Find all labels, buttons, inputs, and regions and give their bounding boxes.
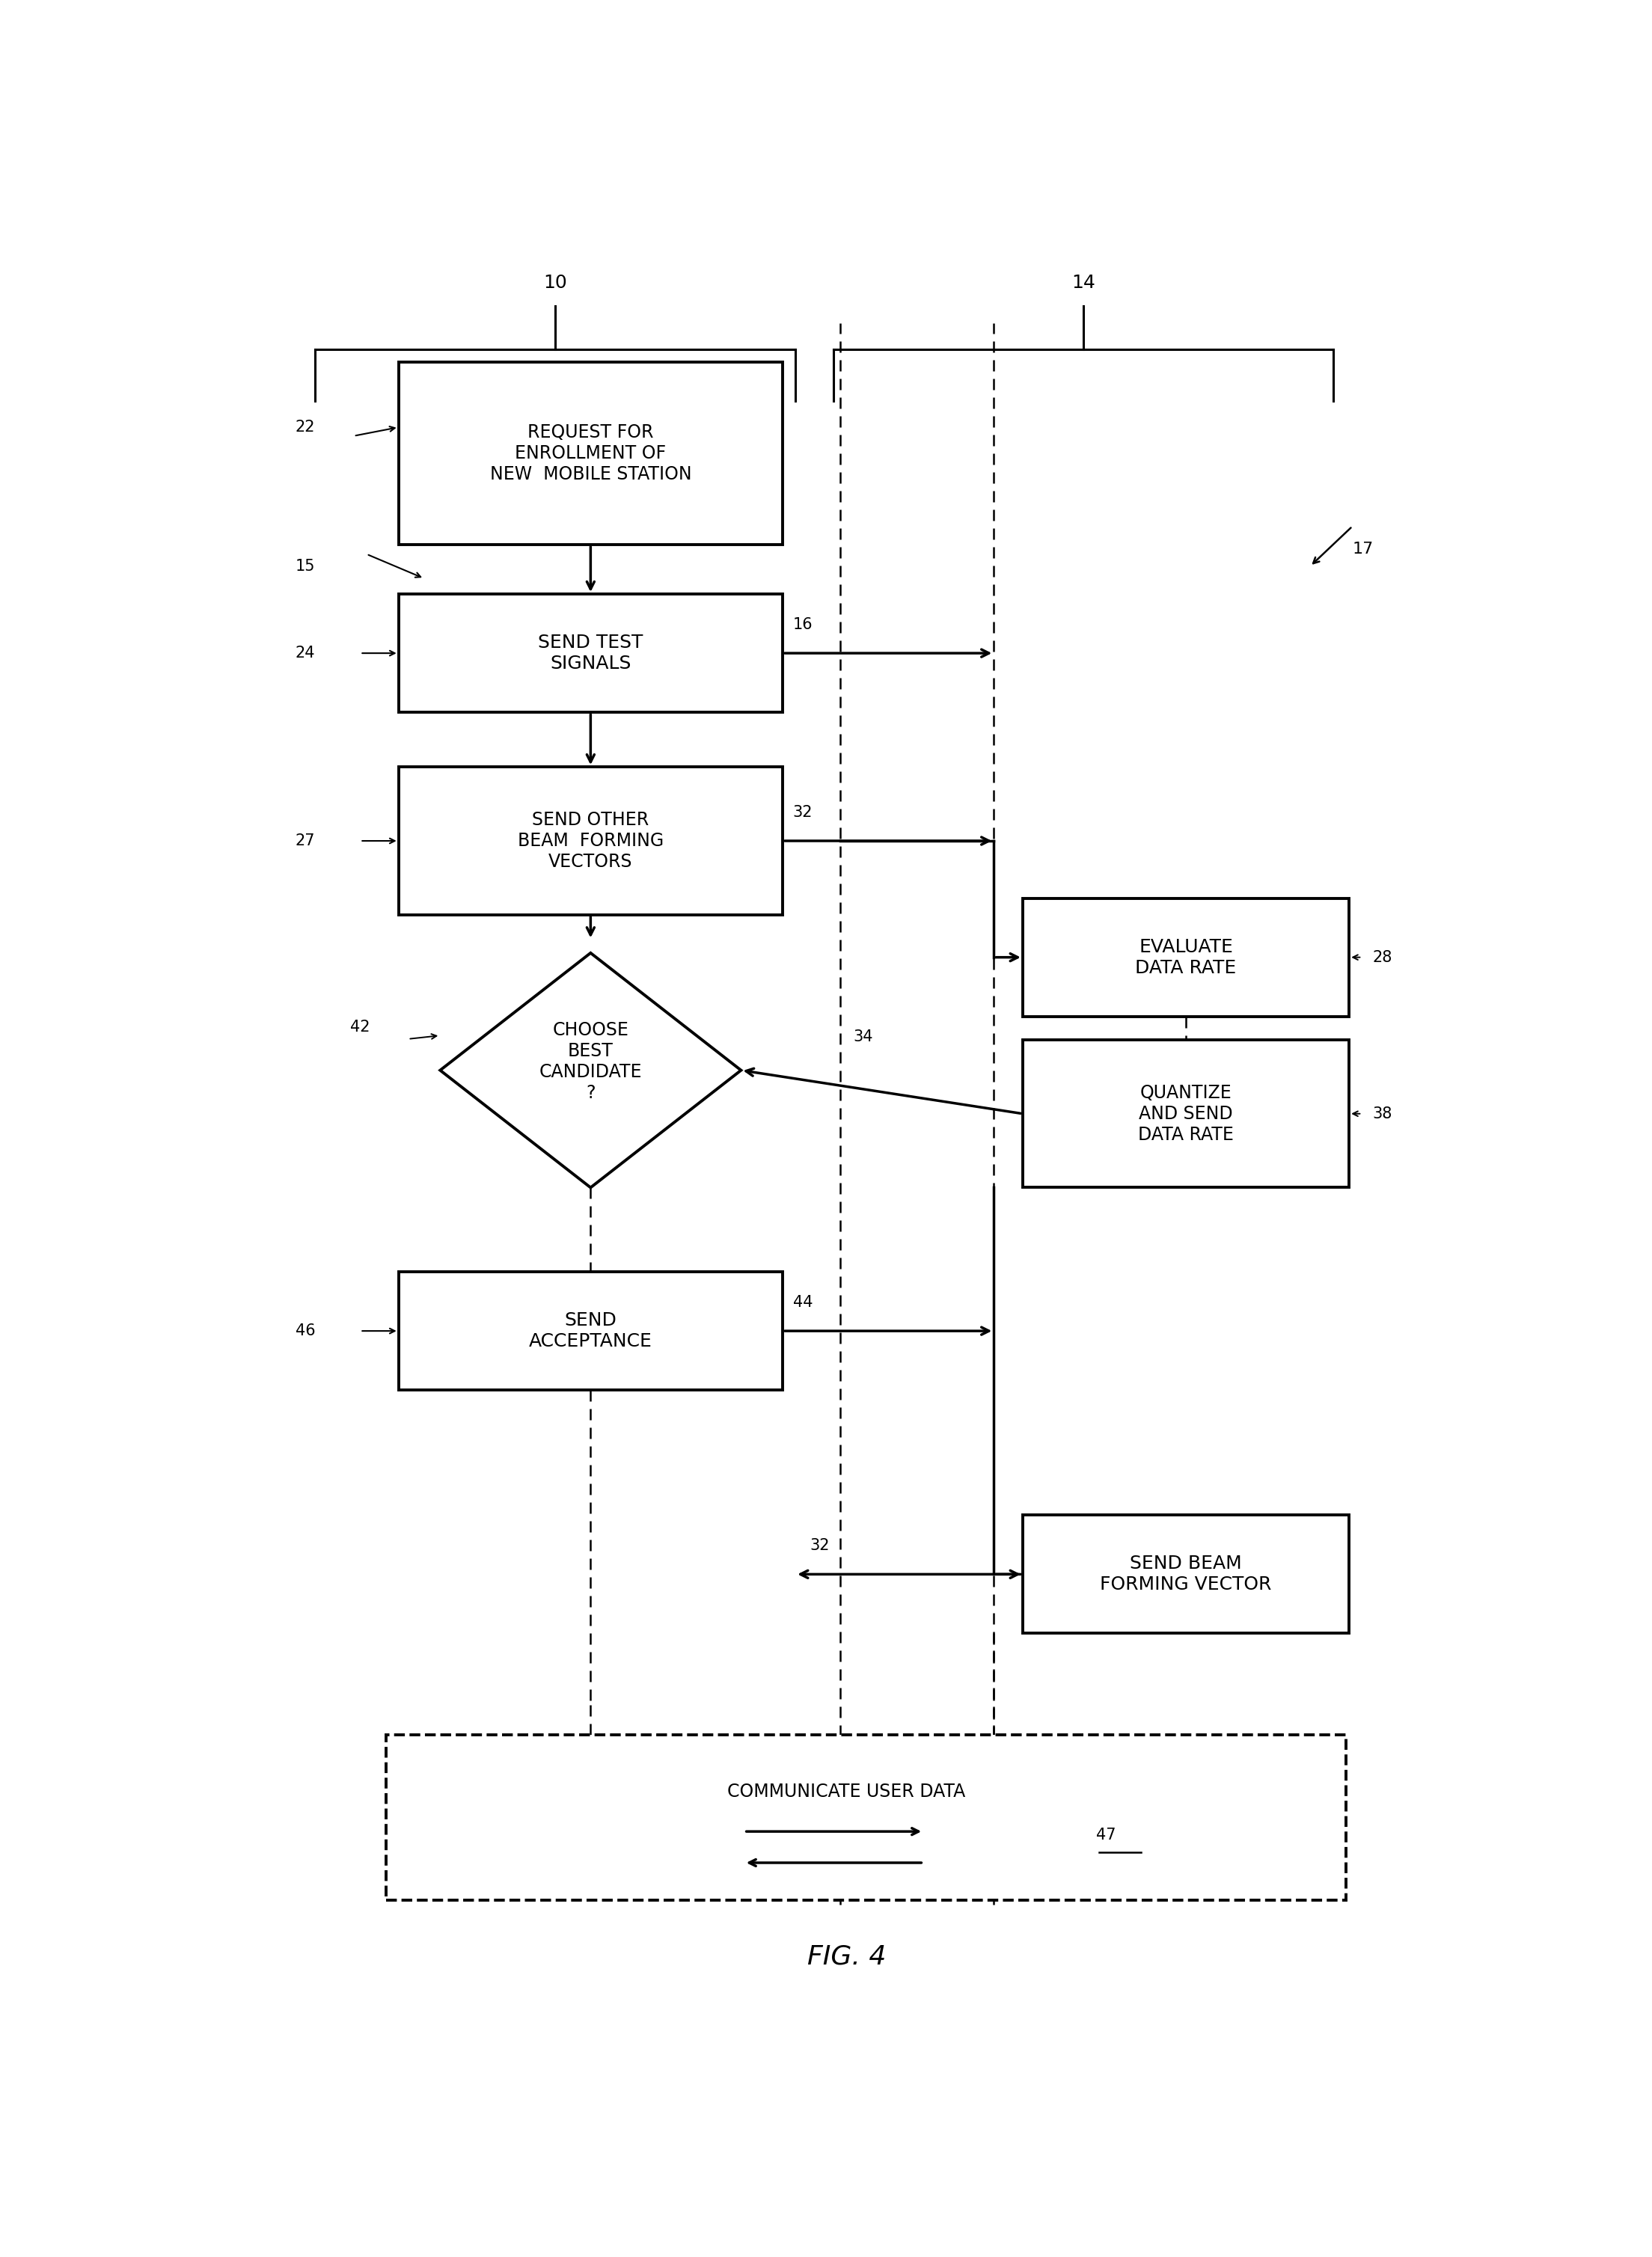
Text: SEND BEAM
FORMING VECTOR: SEND BEAM FORMING VECTOR	[1100, 1555, 1272, 1593]
Text: 15: 15	[296, 560, 316, 573]
Text: COMMUNICATE USER DATA: COMMUNICATE USER DATA	[727, 1783, 966, 1801]
Text: 27: 27	[296, 833, 316, 849]
Text: REQUEST FOR
ENROLLMENT OF
NEW  MOBILE STATION: REQUEST FOR ENROLLMENT OF NEW MOBILE STA…	[489, 424, 692, 483]
Text: 46: 46	[296, 1323, 316, 1338]
Bar	[398, 594, 783, 713]
Text: QUANTIZE
AND SEND
DATA RATE: QUANTIZE AND SEND DATA RATE	[1138, 1083, 1234, 1144]
Text: 22: 22	[296, 420, 316, 436]
Text: FIG. 4: FIG. 4	[808, 1943, 885, 1970]
Text: SEND
ACCEPTANCE: SEND ACCEPTANCE	[529, 1311, 653, 1350]
Text: 24: 24	[296, 646, 316, 661]
Text: CHOOSE
BEST
CANDIDATE
?: CHOOSE BEST CANDIDATE ?	[539, 1022, 643, 1101]
Text: 42: 42	[350, 1020, 370, 1034]
Text: SEND OTHER
BEAM  FORMING
VECTORS: SEND OTHER BEAM FORMING VECTORS	[517, 810, 664, 871]
Text: 32: 32	[793, 806, 813, 819]
Text: SEND TEST
SIGNALS: SEND TEST SIGNALS	[539, 634, 643, 673]
Text: 34: 34	[852, 1029, 872, 1045]
Bar	[398, 1273, 783, 1390]
Bar	[398, 767, 783, 914]
Text: 38: 38	[1373, 1106, 1393, 1122]
Text: 14: 14	[1072, 273, 1095, 291]
Text: 47: 47	[1097, 1828, 1117, 1842]
Bar	[1023, 898, 1350, 1016]
Text: EVALUATE
DATA RATE: EVALUATE DATA RATE	[1135, 939, 1237, 977]
Bar	[385, 1736, 1346, 1900]
Text: 17: 17	[1353, 542, 1373, 557]
Text: 16: 16	[793, 618, 813, 632]
Text: 10: 10	[544, 273, 567, 291]
Bar	[1023, 1040, 1350, 1187]
Bar	[398, 361, 783, 544]
Text: 28: 28	[1373, 950, 1393, 964]
Text: 44: 44	[793, 1296, 813, 1309]
Bar	[1023, 1514, 1350, 1634]
Text: 32: 32	[809, 1539, 829, 1553]
Polygon shape	[439, 952, 742, 1187]
